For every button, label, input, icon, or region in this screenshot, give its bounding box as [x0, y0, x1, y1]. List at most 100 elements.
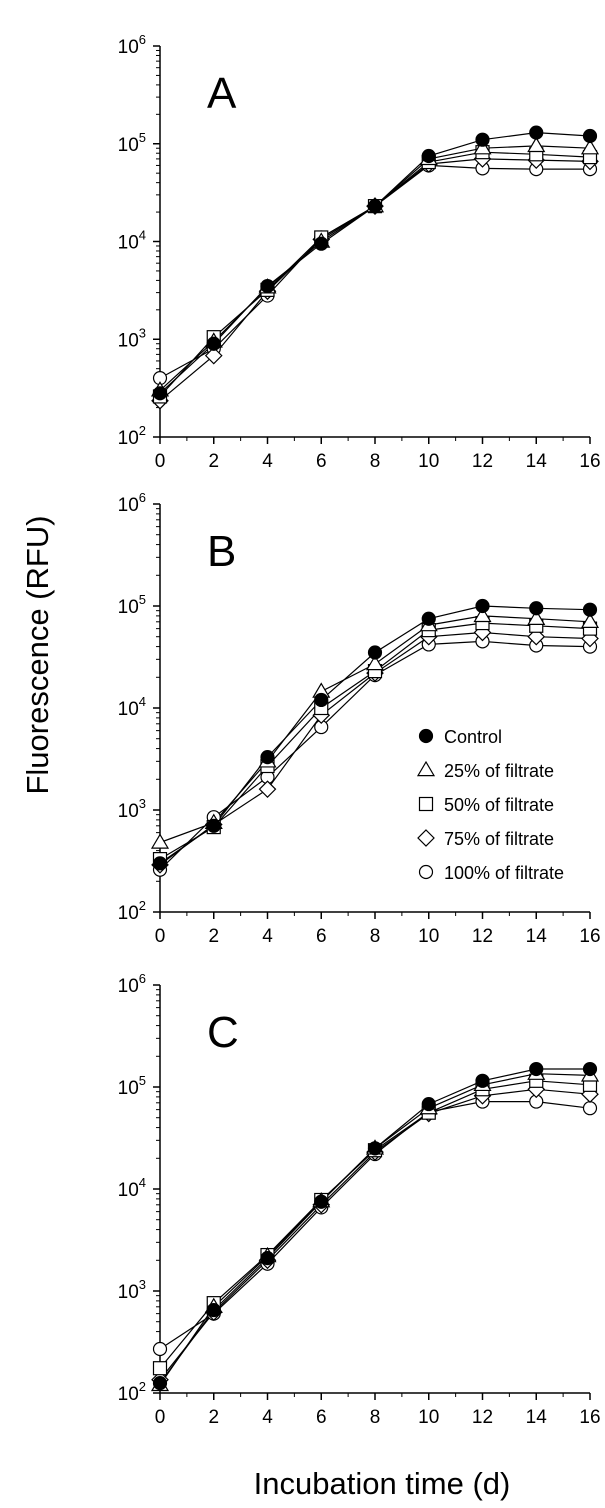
panel-b: 102 103 104 105 106 0 2 4 6 8 10 12 14 16 B Control 25% …: [118, 490, 601, 947]
panel-letter: C: [207, 1008, 239, 1057]
x-tick-label: 8: [370, 1407, 381, 1428]
data-point: [582, 602, 598, 617]
x-tick-label: 2: [208, 926, 219, 947]
y-tick-label: 103: [118, 1277, 146, 1303]
series-line: [159, 1088, 591, 1381]
x-tick-label: 6: [316, 451, 327, 472]
x-tick-label: 14: [526, 926, 548, 947]
data-point: [150, 833, 170, 849]
data-point: [367, 645, 383, 660]
legend-label: 50% of filtrate: [444, 795, 554, 815]
x-tick-label: 10: [418, 926, 439, 947]
y-tick-label: 105: [118, 592, 146, 618]
y-tick-label: 102: [118, 898, 146, 924]
data-point: [421, 148, 436, 164]
x-tick-label: 6: [316, 1407, 327, 1428]
legend-label: 25% of filtrate: [444, 761, 554, 781]
data-point: [527, 136, 546, 153]
x-tick-label: 0: [155, 926, 166, 947]
data-point: [582, 1101, 598, 1116]
y-tick-label: 104: [118, 228, 146, 254]
x-tick-label: 0: [155, 1407, 166, 1428]
data-point: [473, 606, 492, 623]
x-tick-label: 2: [208, 1407, 219, 1428]
x-tick-label: 0: [155, 451, 166, 472]
data-point: [475, 132, 490, 147]
series-line: [159, 131, 591, 394]
legend-marker: [417, 829, 435, 847]
data-point: [206, 818, 221, 833]
x-tick-label: 16: [579, 451, 600, 472]
x-tick-label: 8: [370, 451, 381, 472]
data-point: [206, 1302, 221, 1318]
x-tick-label: 4: [262, 1407, 273, 1428]
x-tick-label: 12: [472, 926, 493, 947]
data-point: [314, 1194, 329, 1209]
panel-letter: A: [207, 69, 237, 118]
data-point: [529, 1061, 544, 1077]
x-tick-label: 2: [208, 451, 219, 472]
data-point: [580, 139, 600, 155]
x-tick-label: 16: [579, 1407, 600, 1428]
x-tick-label: 8: [370, 926, 381, 947]
legend-marker: [418, 864, 434, 880]
data-point: [421, 611, 436, 626]
x-tick-label: 6: [316, 926, 327, 947]
data-point: [529, 125, 544, 140]
data-point: [314, 236, 329, 251]
x-tick-label: 10: [418, 451, 439, 472]
panel-a: 102 103 104 105 106 0 2 4 6 8 10 12 14 16 A: [118, 32, 601, 472]
data-point: [152, 1376, 168, 1391]
data-point: [582, 1061, 598, 1077]
panel-letter: B: [207, 527, 236, 576]
data-point: [314, 692, 329, 708]
data-point: [152, 1361, 168, 1376]
series-line: [159, 145, 591, 391]
data-point: [580, 612, 600, 629]
data-point: [204, 346, 223, 365]
data-point: [582, 128, 598, 144]
legend-label: 75% of filtrate: [444, 829, 554, 849]
data-point: [421, 1096, 436, 1112]
legend-marker: [418, 796, 434, 812]
x-tick-label: 12: [472, 1407, 493, 1428]
series-line: [159, 1100, 591, 1350]
legend-marker: [418, 728, 434, 744]
data-point: [260, 1251, 275, 1266]
data-point: [475, 1073, 490, 1088]
y-tick-label: 106: [118, 971, 146, 997]
series-line: [159, 1068, 590, 1384]
y-tick-label: 102: [118, 1379, 146, 1405]
series-line: [159, 151, 591, 397]
x-tick-label: 12: [472, 451, 493, 472]
y-tick-label: 106: [118, 32, 146, 58]
data-point: [367, 199, 383, 214]
legend-label: 100% of filtrate: [444, 863, 564, 883]
series-line: [159, 1080, 591, 1369]
data-point: [529, 601, 544, 616]
legend-label: Control: [444, 727, 502, 747]
y-tick-label: 103: [118, 796, 146, 822]
data-point: [367, 1141, 383, 1156]
panel-c: 102 103 104 105 106 0 2 4 6 8 10 12 14 16 C: [118, 971, 601, 1428]
x-axis-title: Incubation time (d): [254, 1466, 511, 1501]
legend: Control 25% of filtrate 50% of filtrate 75%…: [416, 727, 564, 883]
y-tick-label: 106: [118, 490, 146, 516]
x-tick-label: 4: [262, 926, 273, 947]
x-tick-label: 4: [262, 451, 273, 472]
data-point: [152, 856, 168, 871]
y-tick-label: 104: [118, 1175, 146, 1201]
data-point: [206, 336, 221, 351]
x-tick-label: 10: [418, 1407, 439, 1428]
legend-marker: [416, 760, 436, 777]
x-tick-label: 14: [526, 451, 548, 472]
data-point: [260, 750, 275, 765]
y-tick-label: 102: [118, 423, 146, 449]
data-point: [365, 654, 385, 671]
y-tick-label: 105: [118, 1073, 146, 1099]
series-line: [159, 158, 591, 402]
data-point: [260, 278, 275, 294]
y-tick-label: 103: [118, 325, 146, 351]
